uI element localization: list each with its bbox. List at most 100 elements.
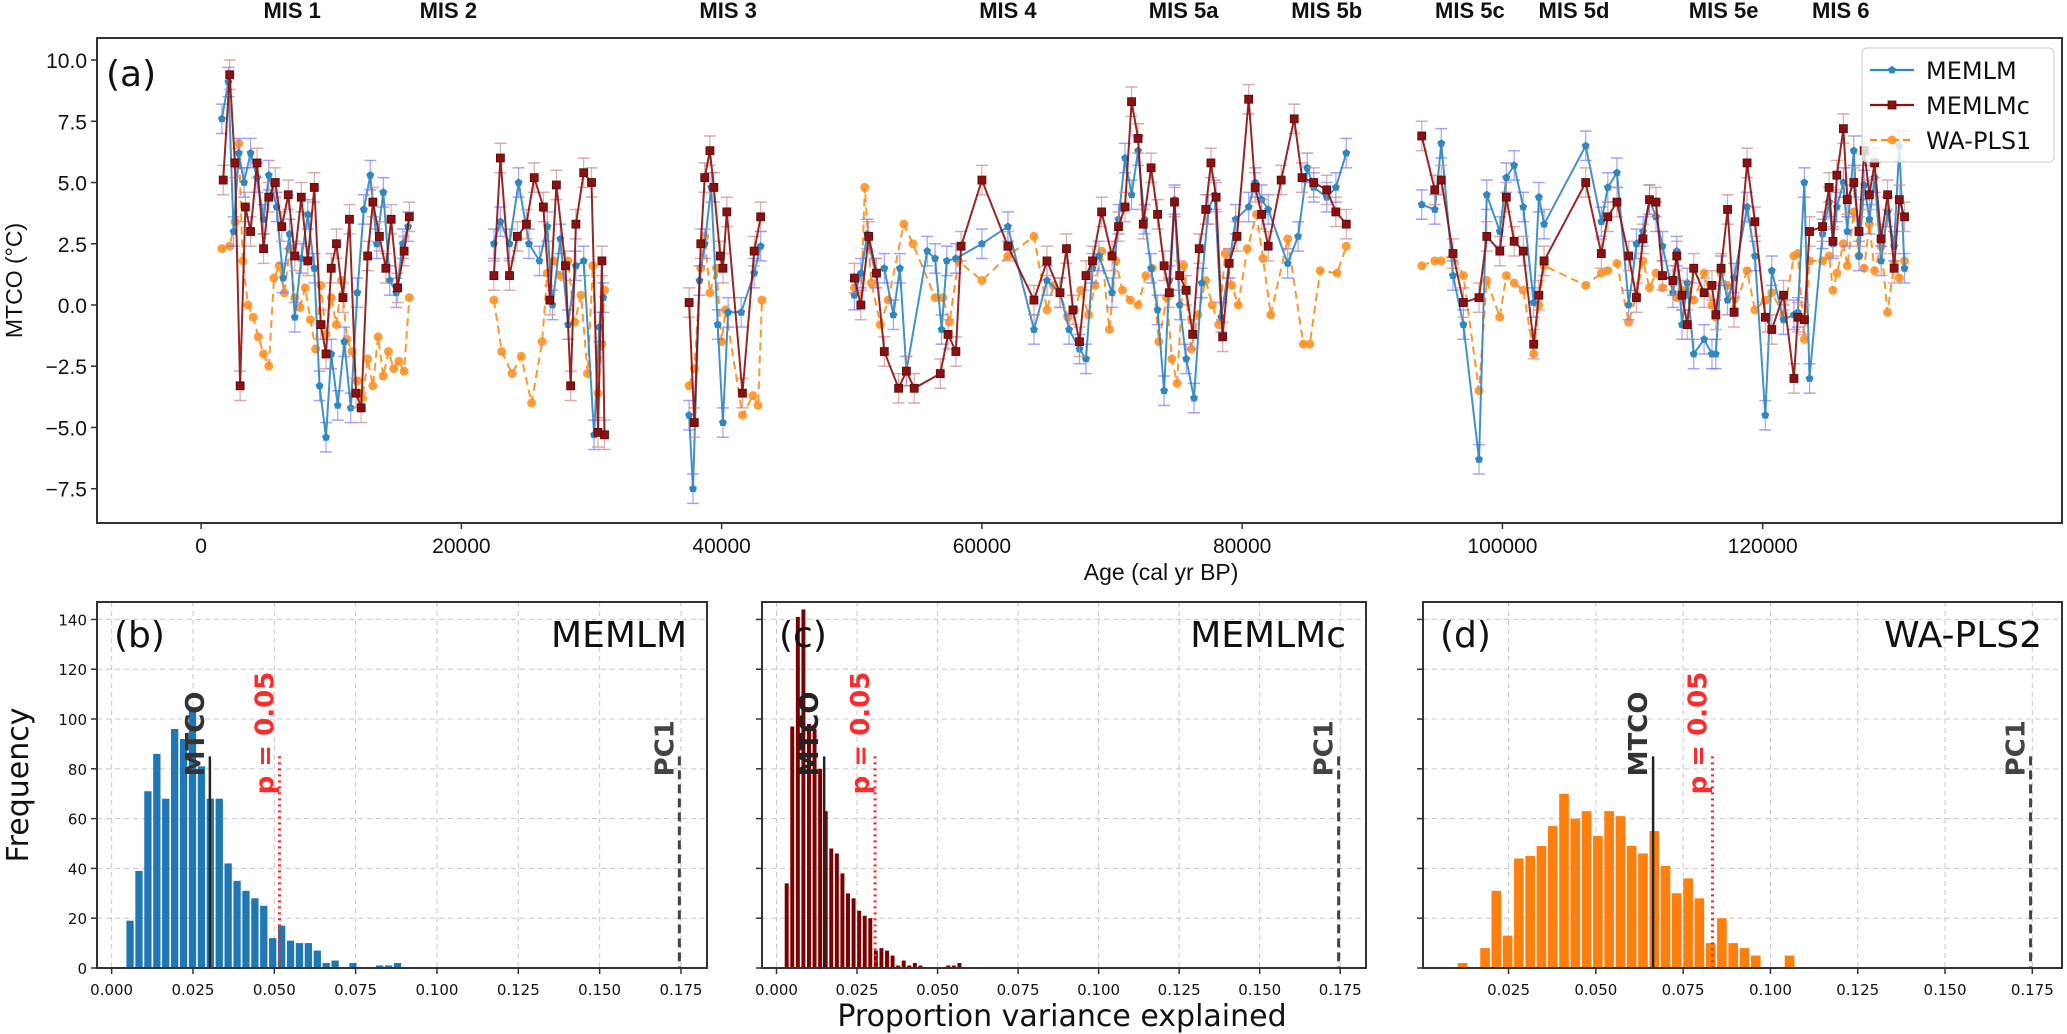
- data-point: [1188, 329, 1198, 339]
- histogram-bar: [144, 791, 152, 968]
- data-point: [246, 227, 255, 236]
- data-point: [1789, 374, 1799, 383]
- data-point: [1322, 185, 1332, 195]
- data-point: [1315, 266, 1325, 276]
- data-point: [497, 347, 507, 357]
- x-tick-label: 0.075: [1662, 981, 1705, 999]
- x-tick-label: 0.125: [1836, 981, 1879, 999]
- data-point: [1190, 393, 1198, 402]
- data-point: [1332, 268, 1342, 278]
- data-point: [1482, 232, 1492, 241]
- data-point: [1743, 202, 1752, 211]
- data-point: [1181, 285, 1191, 295]
- panel-a-plot-area: [215, 59, 1911, 505]
- panel-a-frame: [96, 37, 2063, 524]
- data-point: [252, 158, 262, 168]
- histogram-bar: [251, 898, 259, 968]
- legend-item-memlmc: MEMLMc: [1870, 92, 2030, 120]
- y-tick-label: 140: [58, 611, 87, 629]
- data-point: [1760, 312, 1770, 322]
- data-point: [1596, 249, 1606, 258]
- mis-label: MIS 5a: [1149, 0, 1219, 23]
- data-point: [1876, 234, 1886, 244]
- p-threshold-label: p = 0.05: [846, 672, 876, 795]
- data-point: [217, 244, 227, 254]
- bars: [784, 609, 962, 968]
- data-point: [527, 398, 537, 408]
- data-point: [316, 320, 326, 329]
- series-line: [853, 187, 1348, 384]
- data-point: [1855, 251, 1863, 260]
- data-point: [297, 254, 306, 262]
- mis-label: MIS 4: [979, 0, 1037, 23]
- x-axis-label: Age (cal yr BP): [1084, 559, 1239, 585]
- data-point: [1900, 212, 1909, 222]
- data-point: [1502, 173, 1511, 181]
- data-point: [283, 190, 293, 200]
- data-point: [705, 288, 715, 298]
- histogram-bar: [857, 910, 862, 968]
- data-point: [1172, 378, 1182, 388]
- data-point: [1305, 339, 1315, 349]
- data-point: [1767, 266, 1776, 275]
- data-point: [217, 114, 226, 123]
- data-point: [1417, 261, 1427, 271]
- data-point: [1430, 185, 1440, 195]
- model-label: MEMLMc: [1190, 615, 1346, 656]
- data-point: [1519, 202, 1528, 211]
- data-point: [1510, 161, 1519, 169]
- histogram-bar: [269, 938, 277, 968]
- data-point: [748, 391, 758, 401]
- histogram-bar: [1502, 935, 1513, 968]
- histogram-bar: [801, 609, 806, 968]
- data-point: [1509, 278, 1519, 288]
- series-line: [853, 150, 1348, 399]
- data-point: [512, 232, 522, 241]
- histogram-bar: [1581, 811, 1592, 968]
- y-tick-label: 10.0: [46, 50, 87, 73]
- data-point: [684, 298, 694, 307]
- x-tick-label: 0.000: [90, 981, 133, 999]
- mis-label: MIS 5b: [1291, 0, 1362, 23]
- panel-label: (c): [779, 615, 827, 656]
- data-point: [1458, 298, 1468, 307]
- histogram-bar: [179, 738, 188, 968]
- mis-label: MIS 6: [1812, 0, 1869, 23]
- data-point: [1597, 217, 1606, 226]
- x-tick-label: 0.150: [1238, 981, 1281, 999]
- data-point: [551, 180, 561, 190]
- x-tick-label: 0.175: [2011, 981, 2054, 999]
- x-tick-label: 0.025: [1487, 981, 1530, 999]
- histogram-bar: [1626, 846, 1637, 968]
- data-point: [326, 263, 336, 273]
- data-point: [381, 263, 391, 273]
- data-point: [1417, 200, 1426, 208]
- panel-b-histogram-memlm: MTCO p = 0.05 PC1 0.000 0.025 0.050 0.075 0.100…: [58, 601, 708, 999]
- data-point: [685, 411, 694, 419]
- data-point: [1638, 234, 1648, 244]
- data-point: [1003, 241, 1013, 251]
- data-point: [363, 251, 373, 261]
- data-point: [689, 484, 697, 493]
- data-point: [1029, 295, 1039, 305]
- data-point: [1529, 298, 1538, 306]
- data-point: [1849, 178, 1859, 187]
- data-point: [399, 246, 409, 256]
- data-point: [489, 295, 499, 305]
- data-point: [1603, 183, 1612, 191]
- data-point: [1658, 271, 1667, 281]
- histogram-bar: [295, 943, 304, 968]
- mis-stage-labels: MIS 1 MIS 2 MIS 3 MIS 4 MIS 5a MIS 5b MIS 5c MI…: [263, 0, 1869, 23]
- data-point: [1475, 455, 1483, 463]
- x-tick-label: 0.050: [253, 981, 296, 999]
- data-point: [1062, 244, 1071, 254]
- panel-a-timeseries: MIS 1 MIS 2 MIS 3 MIS 4 MIS 5a MIS 5b MIS 5c MI…: [1, 0, 2063, 585]
- data-point: [1436, 256, 1446, 266]
- histogram-bar: [1559, 793, 1569, 968]
- data-point: [696, 239, 706, 249]
- data-point: [1828, 236, 1838, 246]
- histogram-bar: [812, 728, 817, 968]
- data-point: [1818, 222, 1827, 232]
- panel-frame: [1422, 601, 2063, 969]
